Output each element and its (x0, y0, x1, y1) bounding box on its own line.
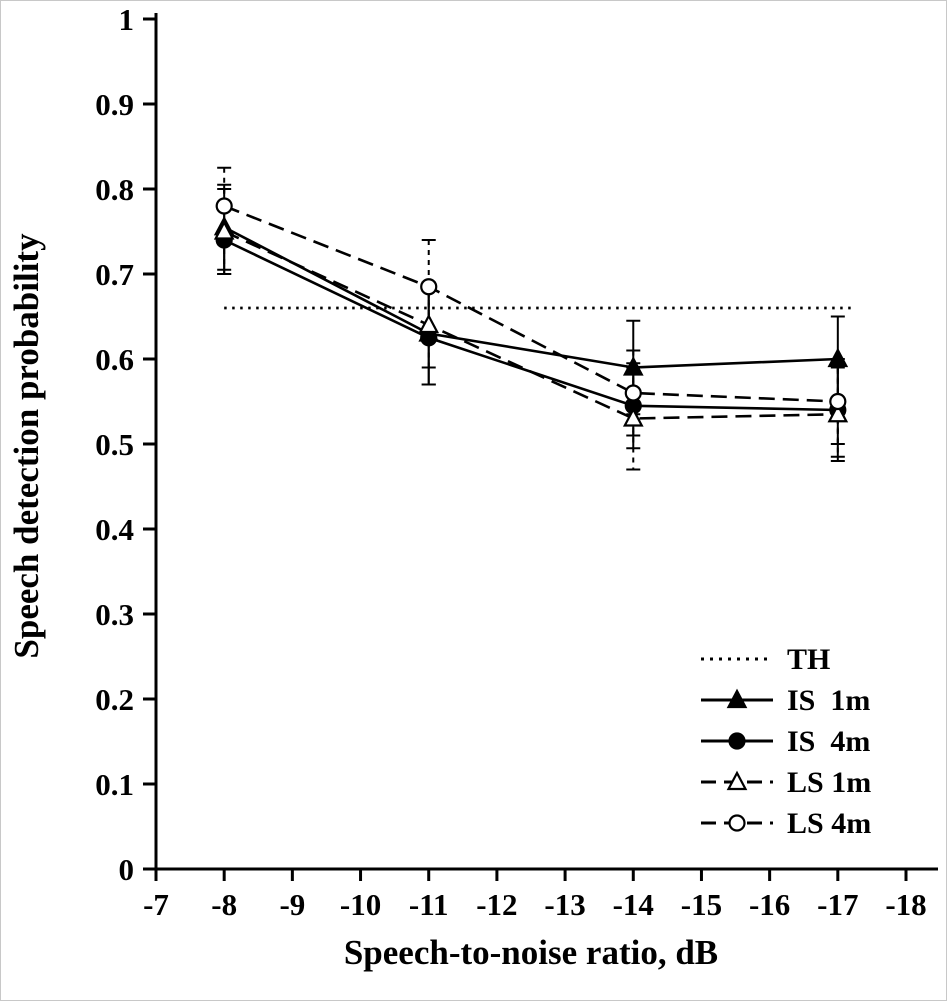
y-tick-label: 1 (119, 2, 135, 37)
x-tick-label: -12 (476, 887, 517, 922)
series-line-0 (223, 226, 838, 369)
legend-label: LS 4m (787, 807, 871, 840)
open-circle-marker-icon (420, 278, 438, 296)
x-tick-label: -16 (749, 887, 790, 922)
y-tick-label: 0.3 (95, 597, 134, 632)
open-circle-marker-icon (215, 197, 233, 215)
series-line-3 (223, 204, 838, 403)
x-tick-label: -13 (544, 887, 585, 922)
x-tick-label: -15 (681, 887, 722, 922)
filled-triangle-marker-icon (827, 347, 849, 368)
y-tick-label: 0.2 (95, 682, 134, 717)
y-tick-label: 0.7 (95, 257, 134, 292)
x-tick-label: -18 (885, 887, 926, 922)
open-circle-marker-icon (728, 814, 746, 832)
y-tick-label: 0.5 (95, 427, 134, 462)
open-triangle-marker-icon (622, 407, 644, 427)
open-triangle-marker-icon (418, 313, 440, 334)
x-tick-label: -7 (143, 887, 169, 922)
open-circle-marker-icon (624, 384, 642, 402)
open-circle-marker-icon (829, 392, 847, 411)
y-tick-label: 0 (119, 852, 135, 887)
x-tick-label: -10 (340, 887, 381, 922)
y-tick-label: 0.9 (95, 87, 134, 122)
y-tick-label: 0.8 (95, 172, 134, 207)
legend-label: TH (787, 643, 830, 676)
x-tick-label: -14 (613, 887, 654, 922)
y-tick-label: 0.1 (95, 767, 134, 802)
x-tick-label: -17 (817, 887, 858, 922)
series-line-1 (223, 238, 838, 412)
series-line-2 (223, 230, 838, 420)
x-tick-label: -11 (409, 887, 449, 922)
open-triangle-marker-icon (827, 402, 849, 423)
open-triangle-marker-icon (726, 770, 748, 791)
y-tick-label: 0.4 (95, 512, 134, 547)
legend-label: IS 1m (787, 684, 870, 717)
filled-circle-marker-icon (728, 732, 746, 750)
y-tick-label: 0.6 (95, 342, 134, 377)
legend-label: LS 1m (787, 766, 871, 799)
open-triangle-marker-icon (213, 220, 235, 240)
x-tick-label: -9 (279, 887, 305, 922)
filled-triangle-marker-icon (622, 356, 644, 376)
filled-triangle-marker-icon (726, 688, 748, 709)
legend-label: IS 4m (787, 725, 870, 758)
x-tick-label: -8 (211, 887, 237, 922)
